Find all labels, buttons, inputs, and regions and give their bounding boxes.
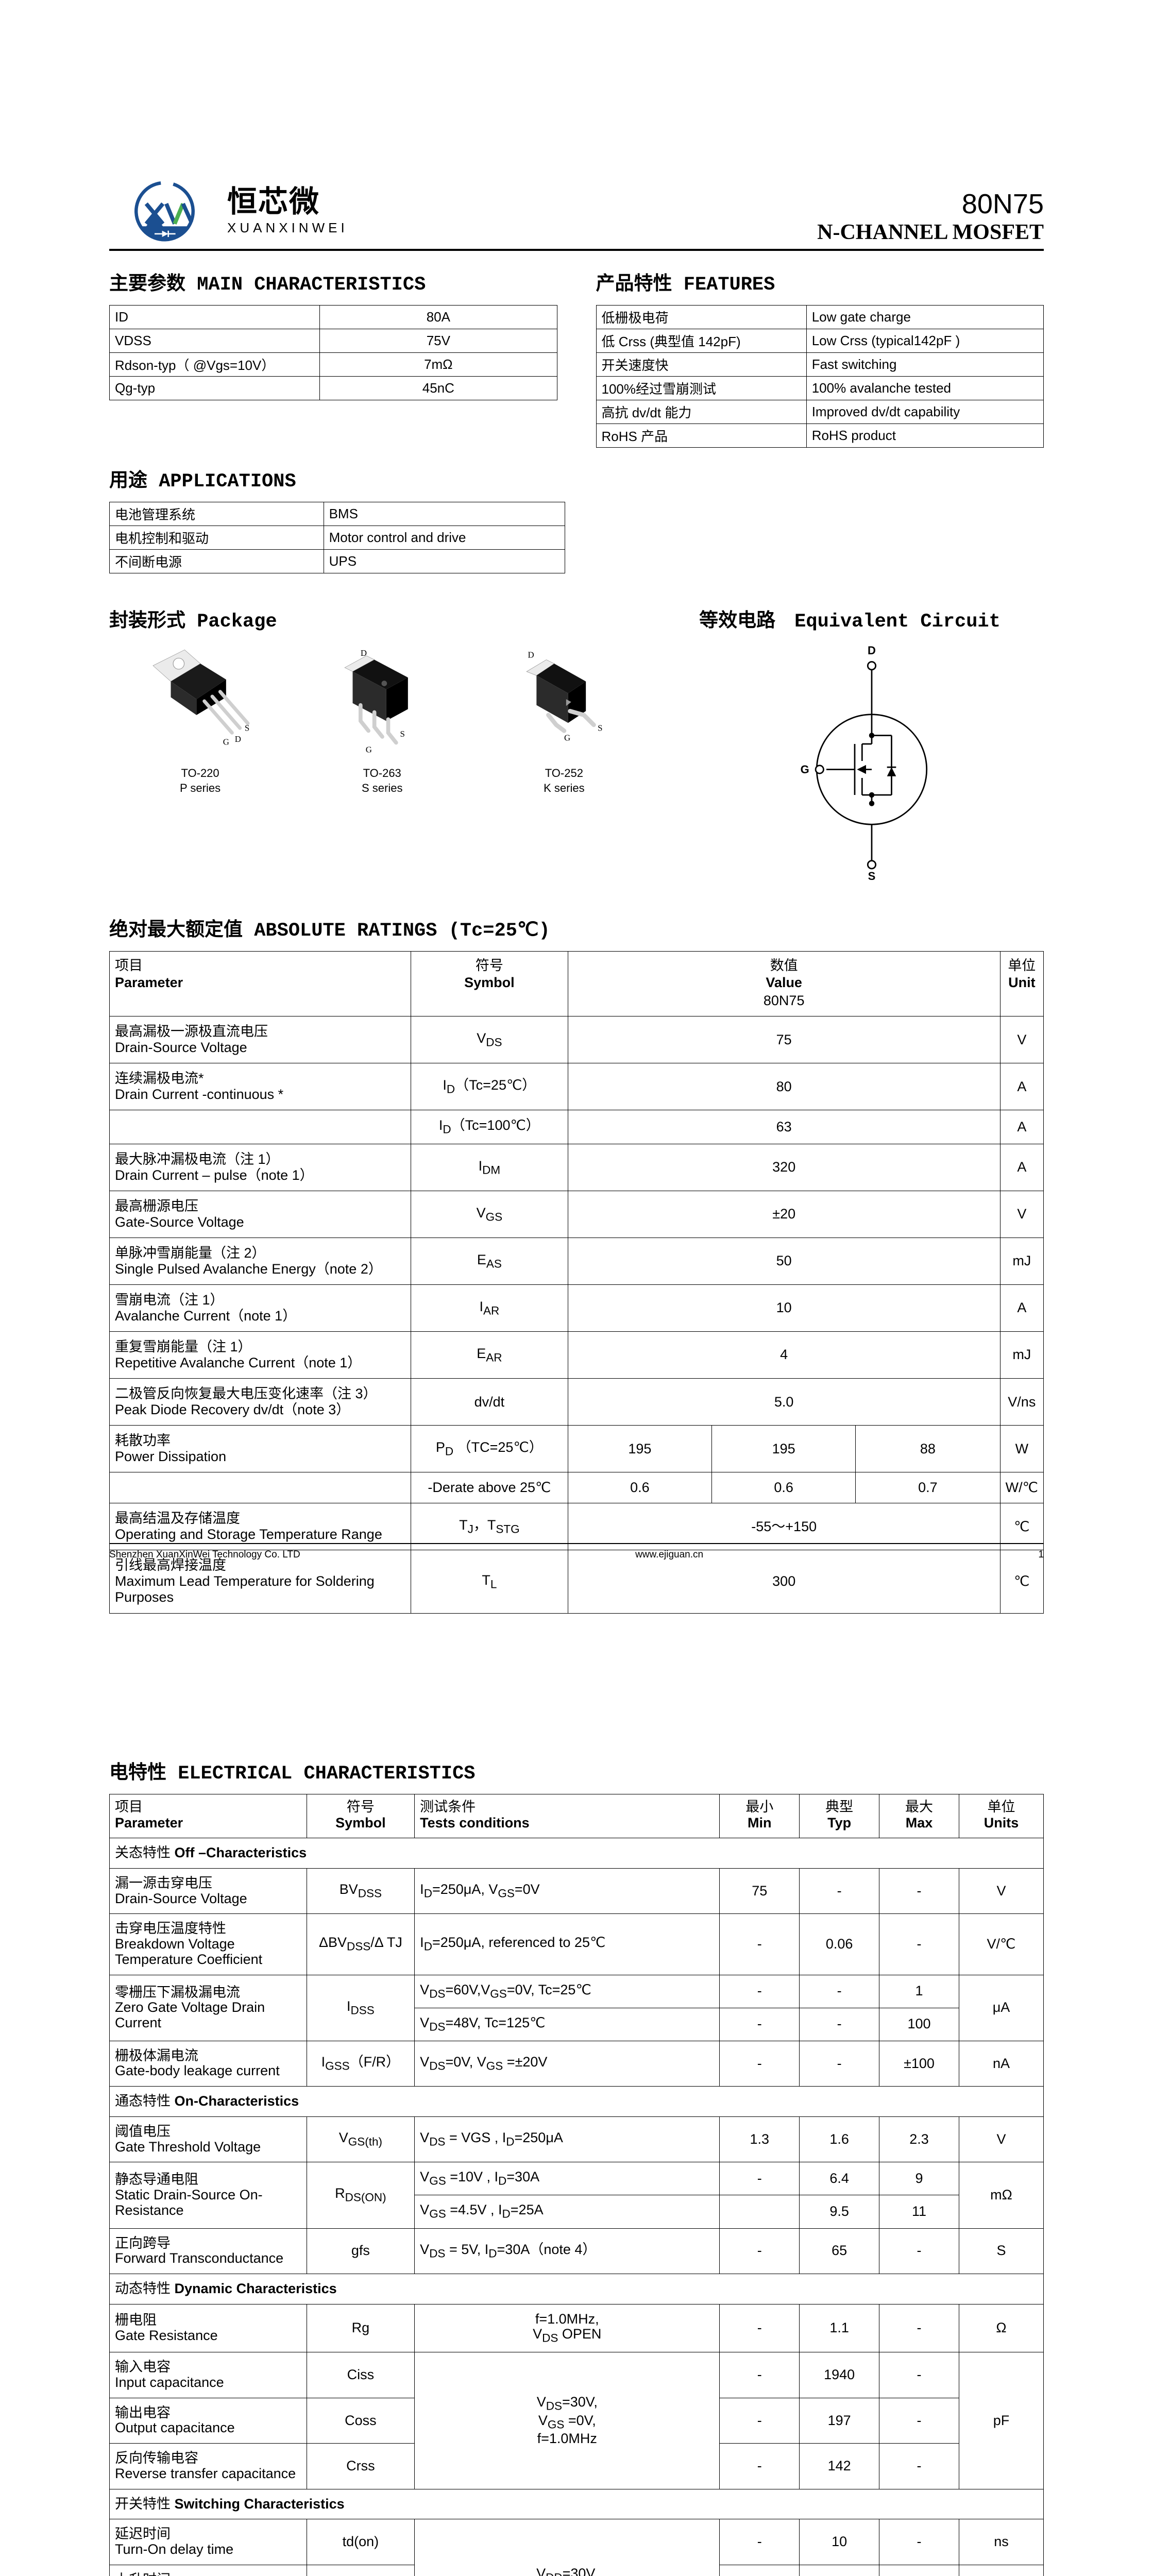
- svg-text:D: D: [528, 650, 534, 660]
- svg-text:G: G: [800, 763, 809, 776]
- svg-text:G: G: [564, 733, 570, 743]
- svg-text:D: D: [868, 644, 876, 657]
- svg-text:G: G: [366, 745, 372, 755]
- svg-text:S: S: [598, 723, 602, 733]
- svg-text:D: D: [234, 734, 241, 744]
- svg-text:G: G: [223, 737, 229, 747]
- svg-text:S: S: [244, 723, 249, 733]
- svg-text:S: S: [868, 870, 875, 883]
- svg-text:S: S: [400, 729, 404, 739]
- svg-text:D: D: [361, 648, 367, 658]
